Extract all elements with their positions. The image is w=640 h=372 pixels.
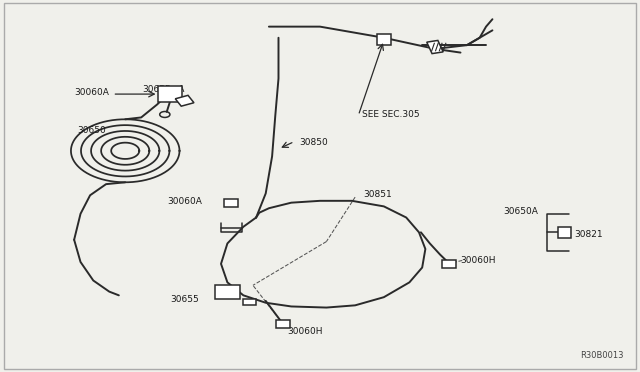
Bar — [223, 199, 237, 207]
Bar — [558, 227, 571, 238]
Bar — [427, 41, 443, 54]
Text: 30060H: 30060H — [461, 256, 496, 265]
Bar — [442, 260, 456, 268]
Text: 30821: 30821 — [574, 230, 603, 239]
Text: 30850: 30850 — [300, 138, 328, 147]
Text: 30060H: 30060H — [287, 327, 323, 336]
Text: 30655: 30655 — [170, 295, 198, 304]
Bar — [276, 320, 290, 328]
Text: 30060A: 30060A — [167, 197, 202, 206]
Bar — [243, 299, 256, 305]
Text: 30851: 30851 — [364, 190, 392, 199]
Text: 30060A: 30060A — [74, 88, 109, 97]
Text: 30655+A: 30655+A — [143, 85, 185, 94]
Text: 30650A: 30650A — [504, 207, 538, 216]
Text: SEE SEC.305: SEE SEC.305 — [362, 110, 419, 119]
Text: 30650: 30650 — [77, 126, 106, 135]
Bar — [175, 95, 194, 106]
Bar — [158, 86, 182, 102]
Bar — [377, 35, 391, 45]
Bar — [214, 285, 240, 299]
Text: R30B0013: R30B0013 — [580, 351, 623, 360]
